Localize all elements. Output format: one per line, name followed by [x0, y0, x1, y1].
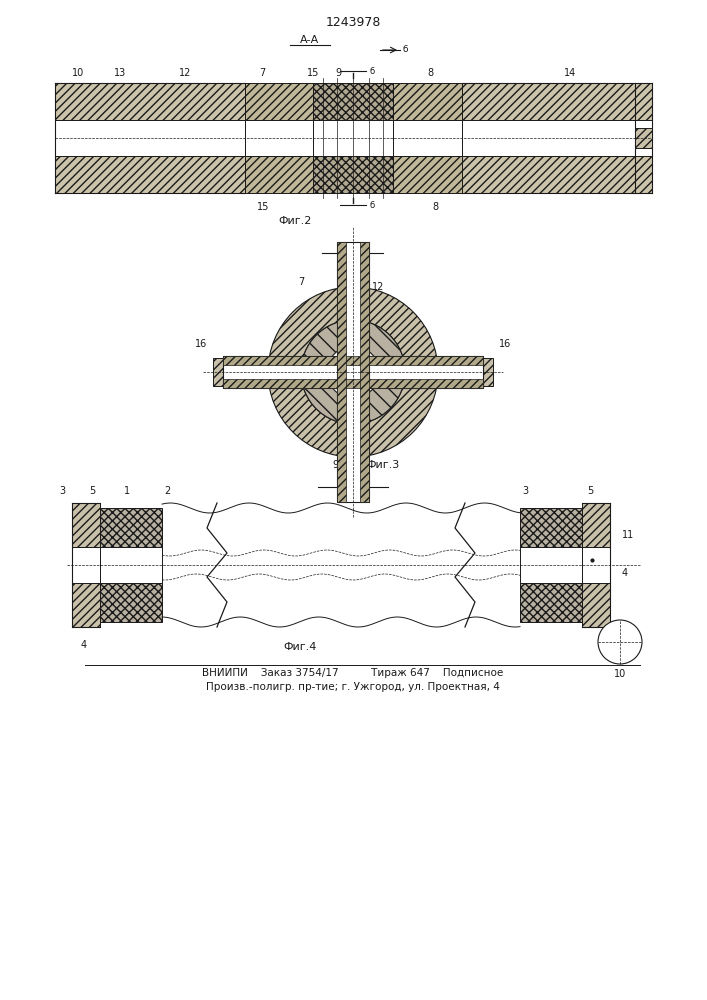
Bar [462, 83, 652, 120]
Bar [72, 547, 100, 583]
Bar [213, 358, 223, 386]
Bar [635, 128, 652, 148]
Bar [100, 508, 162, 547]
Text: 8: 8 [427, 68, 433, 78]
Bar [462, 120, 652, 156]
Text: 5: 5 [89, 486, 95, 496]
Text: 10: 10 [614, 669, 626, 679]
Text: б: б [370, 200, 375, 210]
Circle shape [268, 287, 438, 457]
Text: 3: 3 [522, 486, 528, 496]
Bar [582, 503, 610, 547]
Bar [393, 83, 462, 120]
Bar [582, 547, 610, 583]
Text: 1: 1 [124, 486, 130, 496]
Bar [393, 156, 462, 193]
Text: б: б [403, 45, 409, 54]
Text: ВНИИПИ    Заказ 3754/17          Тираж 647    Подписное: ВНИИПИ Заказ 3754/17 Тираж 647 Подписное [202, 668, 503, 678]
Text: 11: 11 [622, 530, 634, 540]
Text: 16: 16 [499, 339, 511, 349]
Bar [245, 83, 313, 120]
Bar [337, 242, 369, 502]
Text: 14: 14 [564, 68, 576, 78]
Text: 7: 7 [259, 68, 265, 78]
Text: 5: 5 [587, 486, 593, 496]
Text: 8: 8 [432, 202, 438, 212]
Text: 17: 17 [427, 367, 439, 377]
Text: 4: 4 [622, 568, 628, 578]
Bar [223, 379, 483, 388]
Text: б: б [370, 66, 375, 76]
Text: 12: 12 [179, 68, 191, 78]
Text: 4: 4 [81, 640, 87, 650]
Bar [72, 583, 100, 627]
Text: 3: 3 [59, 486, 65, 496]
Circle shape [327, 346, 379, 398]
Bar [520, 583, 582, 622]
Bar [245, 156, 313, 193]
Bar [483, 358, 493, 386]
Text: 9: 9 [335, 68, 341, 78]
Text: 7: 7 [298, 277, 304, 287]
Text: 16: 16 [195, 339, 207, 349]
Text: В-В: В-В [344, 477, 363, 487]
Text: 9: 9 [332, 460, 338, 470]
Bar [313, 120, 393, 156]
Bar [245, 120, 313, 156]
Bar [313, 83, 393, 120]
Bar [55, 156, 245, 193]
Text: 2: 2 [164, 486, 170, 496]
Text: Фиг.4: Фиг.4 [284, 642, 317, 652]
Text: 1243978: 1243978 [325, 15, 380, 28]
Circle shape [301, 320, 405, 424]
Text: 15: 15 [257, 202, 269, 212]
Text: 10: 10 [72, 68, 84, 78]
Circle shape [301, 320, 405, 424]
Bar [520, 508, 582, 547]
Circle shape [598, 620, 642, 664]
Text: Фиг.3: Фиг.3 [366, 460, 399, 470]
Text: А-А: А-А [300, 35, 320, 45]
Bar [55, 120, 245, 156]
Bar [72, 503, 100, 547]
Bar [520, 547, 582, 583]
Bar [223, 356, 483, 388]
Text: Произв.-полигр. пр-тие; г. Ужгород, ул. Проектная, 4: Произв.-полигр. пр-тие; г. Ужгород, ул. … [206, 682, 500, 692]
Bar [582, 583, 610, 627]
Bar [313, 156, 393, 193]
Text: 17: 17 [267, 367, 279, 377]
Bar [55, 83, 245, 120]
Bar [360, 242, 369, 502]
Text: Б-Б: Б-Б [344, 243, 363, 253]
Bar [100, 583, 162, 622]
Bar [393, 120, 462, 156]
Text: 12: 12 [372, 282, 384, 292]
Bar [337, 242, 346, 502]
Bar [100, 547, 162, 583]
Text: 15: 15 [307, 68, 319, 78]
Bar [223, 356, 483, 365]
Text: 13: 13 [114, 68, 126, 78]
Text: Фиг.2: Фиг.2 [279, 216, 312, 226]
Bar [462, 156, 652, 193]
